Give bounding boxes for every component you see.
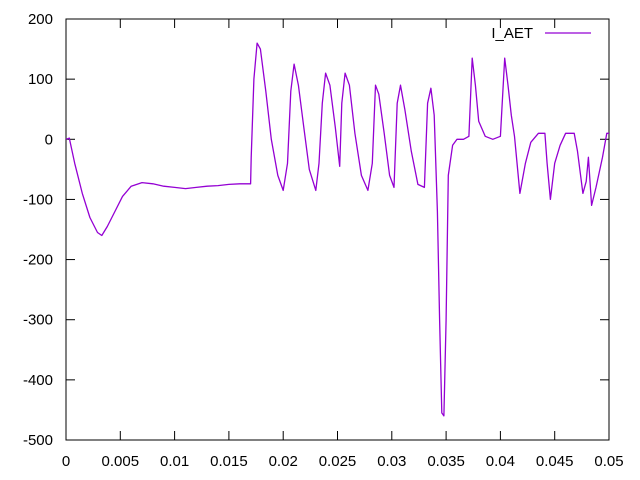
x-tick-label: 0.005 bbox=[102, 453, 140, 470]
x-tick-label: 0 bbox=[62, 453, 70, 470]
x-tick-label: 0.025 bbox=[319, 453, 357, 470]
y-tick-label: -300 bbox=[23, 312, 53, 329]
series-line bbox=[65, 42, 609, 417]
series-layer bbox=[65, 42, 609, 417]
x-tick-label: 0.015 bbox=[210, 453, 248, 470]
axis-ticks bbox=[65, 18, 610, 441]
x-axis-tick-labels: 0 0.005 0.01 0.015 0.02 0.025 0.03 0.035 0.04 0.0… bbox=[62, 453, 624, 470]
legend: I_AET bbox=[491, 25, 591, 42]
y-tick-label: 200 bbox=[28, 11, 53, 28]
x-tick-label: 0.035 bbox=[427, 453, 465, 470]
x-tick-label: 0.05 bbox=[594, 453, 623, 470]
legend-label: I_AET bbox=[491, 25, 533, 42]
y-tick-label: 100 bbox=[28, 71, 53, 88]
x-tick-label: 0.02 bbox=[269, 453, 298, 470]
x-tick-label: 0.045 bbox=[536, 453, 574, 470]
x-tick-label: 0.03 bbox=[377, 453, 406, 470]
y-tick-label: 0 bbox=[45, 131, 53, 148]
y-tick-label: -200 bbox=[23, 252, 53, 269]
y-axis-tick-labels: -500 -400 -300 -200 -100 0 100 200 bbox=[23, 11, 53, 449]
y-tick-label: -400 bbox=[23, 372, 53, 389]
x-tick-label: 0.01 bbox=[160, 453, 189, 470]
y-tick-label: -100 bbox=[23, 191, 53, 208]
y-tick-label: -500 bbox=[23, 432, 53, 449]
x-tick-label: 0.04 bbox=[486, 453, 515, 470]
